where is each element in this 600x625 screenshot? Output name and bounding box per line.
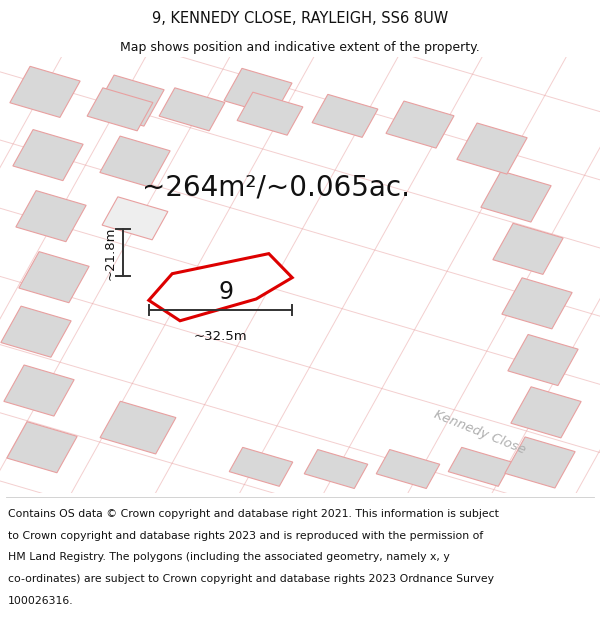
Polygon shape [493, 223, 563, 274]
Polygon shape [229, 448, 293, 486]
Polygon shape [448, 448, 512, 486]
Polygon shape [304, 449, 368, 489]
Polygon shape [4, 365, 74, 416]
Polygon shape [237, 92, 303, 135]
Text: ~32.5m: ~32.5m [194, 329, 247, 342]
Polygon shape [376, 449, 440, 489]
Polygon shape [87, 88, 153, 131]
Text: 9, KENNEDY CLOSE, RAYLEIGH, SS6 8UW: 9, KENNEDY CLOSE, RAYLEIGH, SS6 8UW [152, 11, 448, 26]
Polygon shape [102, 197, 168, 240]
Text: co-ordinates) are subject to Crown copyright and database rights 2023 Ordnance S: co-ordinates) are subject to Crown copyr… [8, 574, 494, 584]
Polygon shape [100, 401, 176, 454]
Polygon shape [1, 306, 71, 358]
Text: 100026316.: 100026316. [8, 596, 73, 606]
Polygon shape [511, 387, 581, 438]
Polygon shape [159, 88, 225, 131]
Polygon shape [16, 191, 86, 242]
Polygon shape [149, 254, 292, 321]
Polygon shape [505, 437, 575, 488]
Polygon shape [481, 171, 551, 222]
Text: ~21.8m: ~21.8m [103, 226, 116, 279]
Polygon shape [312, 94, 378, 138]
Text: HM Land Registry. The polygons (including the associated geometry, namely x, y: HM Land Registry. The polygons (includin… [8, 552, 449, 562]
Text: Map shows position and indicative extent of the property.: Map shows position and indicative extent… [120, 41, 480, 54]
Text: Kennedy Close: Kennedy Close [432, 408, 528, 456]
Text: Contains OS data © Crown copyright and database right 2021. This information is : Contains OS data © Crown copyright and d… [8, 509, 499, 519]
Polygon shape [457, 123, 527, 174]
Text: to Crown copyright and database rights 2023 and is reproduced with the permissio: to Crown copyright and database rights 2… [8, 531, 483, 541]
Text: 9: 9 [218, 280, 233, 304]
Polygon shape [7, 422, 77, 472]
Polygon shape [508, 334, 578, 386]
Polygon shape [13, 129, 83, 181]
Polygon shape [100, 136, 170, 187]
Polygon shape [10, 66, 80, 118]
Polygon shape [19, 252, 89, 302]
Polygon shape [94, 75, 164, 126]
Text: ~264m²/~0.065ac.: ~264m²/~0.065ac. [142, 174, 410, 202]
Polygon shape [502, 278, 572, 329]
Polygon shape [386, 101, 454, 148]
Polygon shape [224, 68, 292, 116]
